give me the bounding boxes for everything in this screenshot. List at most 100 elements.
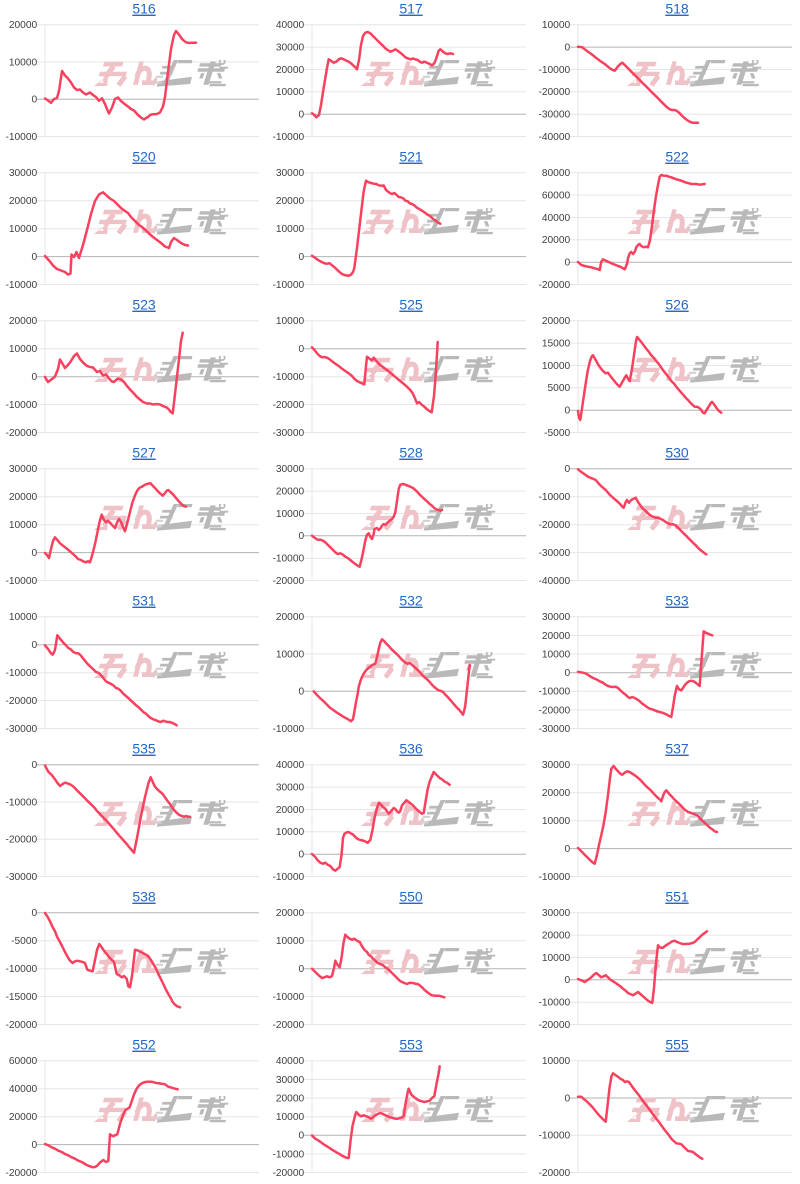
svg-text:30000: 30000 bbox=[276, 168, 305, 179]
svg-text:-20000: -20000 bbox=[539, 1168, 571, 1179]
svg-text:-20000: -20000 bbox=[539, 705, 571, 716]
svg-text:20000: 20000 bbox=[9, 1112, 38, 1123]
svg-text:-20000: -20000 bbox=[539, 87, 571, 98]
svg-text:10000: 10000 bbox=[9, 344, 38, 355]
svg-text:536: 536 bbox=[399, 741, 423, 757]
svg-text:537: 537 bbox=[666, 741, 690, 757]
svg-text:0: 0 bbox=[32, 548, 38, 559]
svg-text:0: 0 bbox=[565, 43, 571, 54]
svg-text:20000: 20000 bbox=[9, 20, 38, 31]
svg-text:30000: 30000 bbox=[276, 464, 305, 475]
svg-text:533: 533 bbox=[666, 593, 690, 609]
svg-text:550: 550 bbox=[399, 889, 423, 905]
svg-text:60000: 60000 bbox=[9, 1056, 38, 1067]
svg-text:10000: 10000 bbox=[542, 649, 571, 660]
svg-text:10000: 10000 bbox=[9, 224, 38, 235]
svg-text:-30000: -30000 bbox=[539, 548, 571, 559]
svg-text:-10000: -10000 bbox=[539, 65, 571, 76]
svg-text:0: 0 bbox=[32, 372, 38, 383]
svg-text:30000: 30000 bbox=[276, 43, 305, 54]
svg-text:40000: 40000 bbox=[9, 1084, 38, 1095]
svg-text:-20000: -20000 bbox=[272, 576, 304, 587]
svg-text:-30000: -30000 bbox=[539, 724, 571, 735]
svg-text:-20000: -20000 bbox=[5, 835, 37, 846]
svg-text:-10000: -10000 bbox=[5, 400, 37, 411]
svg-text:-10000: -10000 bbox=[272, 280, 304, 291]
svg-text:10000: 10000 bbox=[276, 87, 305, 98]
svg-text:522: 522 bbox=[666, 149, 690, 165]
svg-text:-10000: -10000 bbox=[539, 1131, 571, 1142]
svg-text:-10000: -10000 bbox=[5, 576, 37, 587]
svg-text:-10000: -10000 bbox=[272, 372, 304, 383]
svg-text:0: 0 bbox=[298, 110, 304, 121]
svg-text:551: 551 bbox=[666, 889, 690, 905]
svg-text:10000: 10000 bbox=[276, 827, 305, 838]
svg-text:-20000: -20000 bbox=[5, 1020, 37, 1031]
svg-text:10000: 10000 bbox=[542, 953, 571, 964]
svg-text:516: 516 bbox=[132, 1, 156, 17]
svg-text:30000: 30000 bbox=[9, 464, 38, 475]
svg-text:40000: 40000 bbox=[276, 1056, 305, 1067]
svg-text:531: 531 bbox=[132, 593, 156, 609]
svg-text:-20000: -20000 bbox=[272, 1020, 304, 1031]
svg-text:0: 0 bbox=[32, 908, 38, 919]
svg-text:-10000: -10000 bbox=[5, 797, 37, 808]
svg-text:10000: 10000 bbox=[542, 20, 571, 31]
svg-text:555: 555 bbox=[666, 1037, 690, 1053]
svg-text:20000: 20000 bbox=[276, 612, 305, 623]
svg-text:-5000: -5000 bbox=[544, 428, 570, 439]
svg-text:-20000: -20000 bbox=[272, 1168, 304, 1179]
svg-text:-30000: -30000 bbox=[5, 724, 37, 735]
svg-text:525: 525 bbox=[399, 297, 423, 313]
svg-text:0: 0 bbox=[565, 844, 571, 855]
svg-text:10000: 10000 bbox=[276, 224, 305, 235]
svg-text:20000: 20000 bbox=[9, 316, 38, 327]
svg-text:5000: 5000 bbox=[548, 383, 571, 394]
svg-text:-20000: -20000 bbox=[539, 280, 571, 291]
svg-text:60000: 60000 bbox=[542, 191, 571, 202]
svg-text:10000: 10000 bbox=[276, 936, 305, 947]
svg-text:10000: 10000 bbox=[9, 57, 38, 68]
svg-text:0: 0 bbox=[298, 964, 304, 975]
svg-text:10000: 10000 bbox=[276, 316, 305, 327]
svg-text:-40000: -40000 bbox=[539, 576, 571, 587]
svg-text:-20000: -20000 bbox=[5, 1168, 37, 1179]
svg-text:-30000: -30000 bbox=[539, 110, 571, 121]
svg-text:-10000: -10000 bbox=[272, 724, 304, 735]
svg-text:530: 530 bbox=[666, 445, 690, 461]
svg-text:20000: 20000 bbox=[276, 65, 305, 76]
svg-text:-20000: -20000 bbox=[5, 428, 37, 439]
svg-text:535: 535 bbox=[132, 741, 156, 757]
svg-text:40000: 40000 bbox=[542, 213, 571, 224]
svg-text:-20000: -20000 bbox=[539, 1020, 571, 1031]
svg-text:30000: 30000 bbox=[276, 1075, 305, 1086]
svg-text:552: 552 bbox=[132, 1037, 156, 1053]
svg-text:-10000: -10000 bbox=[539, 998, 571, 1009]
svg-text:-30000: -30000 bbox=[5, 872, 37, 883]
svg-text:517: 517 bbox=[399, 1, 423, 17]
svg-text:0: 0 bbox=[32, 95, 38, 106]
svg-text:20000: 20000 bbox=[542, 235, 571, 246]
svg-text:538: 538 bbox=[132, 889, 156, 905]
svg-text:20000: 20000 bbox=[542, 316, 571, 327]
svg-text:-10000: -10000 bbox=[272, 992, 304, 1003]
svg-text:0: 0 bbox=[298, 850, 304, 861]
svg-text:0: 0 bbox=[565, 464, 571, 475]
svg-text:20000: 20000 bbox=[276, 1093, 305, 1104]
svg-text:40000: 40000 bbox=[276, 760, 305, 771]
svg-text:0: 0 bbox=[298, 344, 304, 355]
svg-text:-10000: -10000 bbox=[539, 687, 571, 698]
svg-text:30000: 30000 bbox=[9, 168, 38, 179]
svg-text:-10000: -10000 bbox=[5, 964, 37, 975]
svg-text:20000: 20000 bbox=[276, 487, 305, 498]
svg-text:30000: 30000 bbox=[276, 783, 305, 794]
svg-text:20000: 20000 bbox=[276, 196, 305, 207]
svg-text:0: 0 bbox=[298, 531, 304, 542]
svg-text:-40000: -40000 bbox=[539, 132, 571, 143]
svg-text:10000: 10000 bbox=[276, 649, 305, 660]
svg-text:521: 521 bbox=[399, 149, 423, 165]
svg-text:10000: 10000 bbox=[542, 361, 571, 372]
svg-text:20000: 20000 bbox=[9, 196, 38, 207]
svg-text:0: 0 bbox=[565, 668, 571, 679]
svg-text:0: 0 bbox=[298, 1131, 304, 1142]
